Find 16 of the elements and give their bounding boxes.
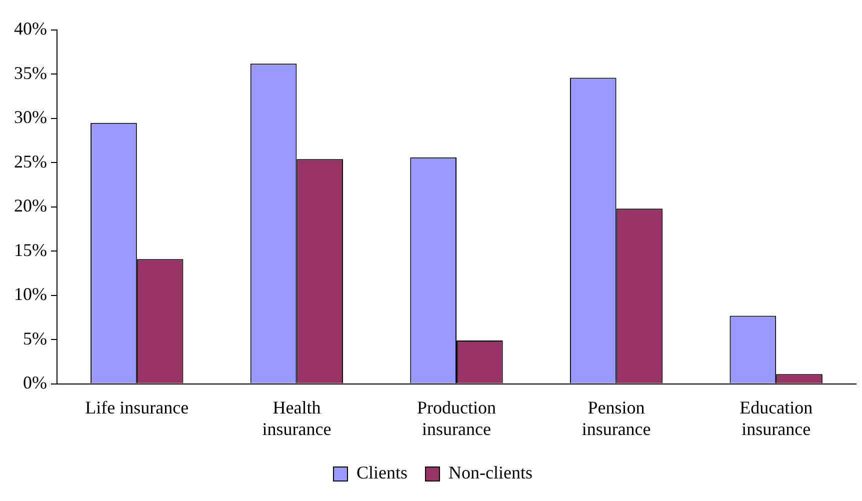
y-tick-label: 20% xyxy=(14,196,47,216)
legend-label: Clients xyxy=(356,462,408,483)
x-tick-label: Health insurance xyxy=(262,397,332,439)
y-tick-label: 5% xyxy=(22,328,47,348)
y-tick-label: 40% xyxy=(14,18,47,39)
legend-label: Non-clients xyxy=(448,462,532,483)
y-tick-label: 0% xyxy=(22,372,47,393)
y-tick-label: 25% xyxy=(14,151,47,172)
y-tick-label: 10% xyxy=(14,284,47,304)
x-tick-label: Life insurance xyxy=(85,397,189,418)
x-tick-label: Education insurance xyxy=(740,397,813,439)
x-tick-label: Pension insurance xyxy=(582,397,651,439)
y-tick-label: 35% xyxy=(14,62,47,83)
y-tick-label: 30% xyxy=(14,107,47,128)
y-tick-label: 15% xyxy=(14,240,47,260)
x-tick-label: Production insurance xyxy=(416,397,496,439)
